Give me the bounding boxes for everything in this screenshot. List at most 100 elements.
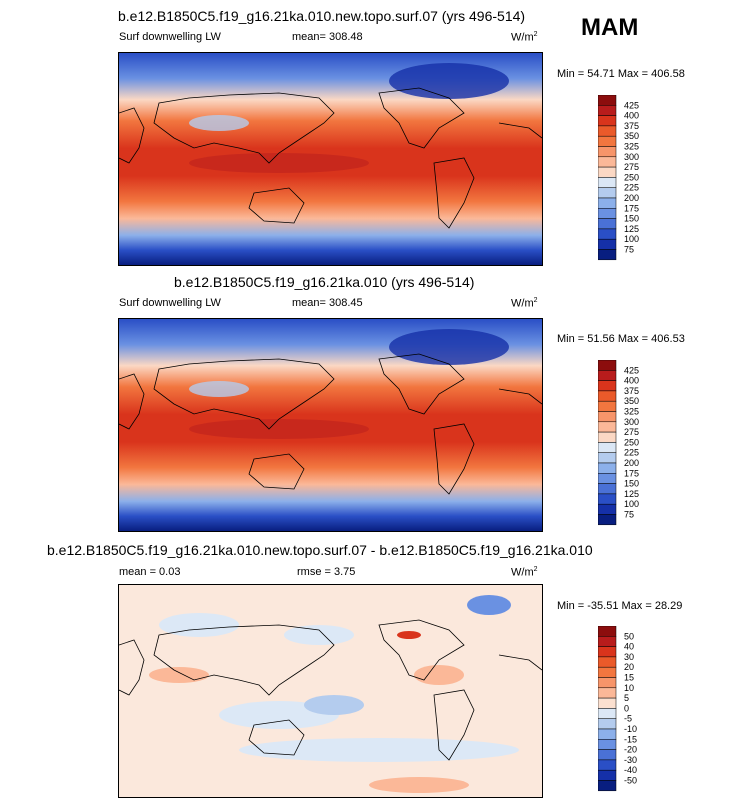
panel-3-patch-7 — [397, 631, 421, 639]
colorbar-box — [597, 769, 617, 781]
colorbar-tick-label: 50 — [624, 631, 634, 641]
colorbar-tick-label: 300 — [624, 152, 639, 162]
panel-2-warm-pool — [189, 419, 369, 439]
colorbar-box — [597, 625, 617, 637]
season-label: MAM — [581, 14, 639, 41]
colorbar-tick-label: -40 — [624, 765, 637, 775]
colorbar-box — [597, 411, 617, 423]
colorbar-box — [597, 483, 617, 495]
colorbar-tick-label: 20 — [624, 662, 634, 672]
panel-3-patch-10 — [369, 777, 469, 793]
colorbar-tick-label: 200 — [624, 193, 639, 203]
colorbar-tick-label: 200 — [624, 458, 639, 468]
panel-1-map-svg — [119, 53, 542, 265]
colorbar-tick-label: 400 — [624, 376, 639, 386]
panel-2-colorbar-svg: 4254003753503253002752502252001751501251… — [597, 359, 639, 526]
colorbar-tick-label: 0 — [624, 703, 629, 713]
colorbar-tick-label: -20 — [624, 745, 637, 755]
panel-3-units: W/m2 — [511, 566, 538, 579]
colorbar-box — [597, 166, 617, 178]
panel-2-mean: mean= 308.45 — [292, 297, 363, 309]
colorbar-tick-label: 325 — [624, 142, 639, 152]
colorbar-tick-label: 425 — [624, 100, 639, 110]
colorbar-box — [597, 359, 617, 371]
colorbar-tick-label: 100 — [624, 499, 639, 509]
panel-3-patch-9 — [149, 667, 209, 683]
colorbar-tick-label: 425 — [624, 365, 639, 375]
colorbar-box — [597, 380, 617, 392]
panel-2-tibet-low — [189, 381, 249, 397]
colorbar-tick-label: 125 — [624, 489, 639, 499]
panel-1-variable-label: Surf downwelling LW — [119, 31, 221, 43]
colorbar-tick-label: 40 — [624, 642, 634, 652]
colorbar-tick-label: 325 — [624, 407, 639, 417]
colorbar-box — [597, 249, 617, 261]
colorbar-box — [597, 370, 617, 381]
panel-2-minmax: Min = 51.56 Max = 406.53 — [557, 333, 685, 345]
colorbar-box — [597, 146, 617, 158]
colorbar-box — [597, 238, 617, 250]
panel-3-colorbar: 50 40 30 20 15 10 5 0 -5 -10 -15 -20 -30 -40 -50 — [597, 625, 648, 801]
colorbar-tick-label: -30 — [624, 755, 637, 765]
colorbar-box — [597, 452, 617, 464]
panel-2-units: W/m2 — [511, 297, 538, 310]
colorbar-box — [597, 687, 617, 699]
panel-3-map-svg — [119, 585, 542, 797]
panel-1-coastlines — [119, 87, 542, 229]
colorbar-tick-label: 350 — [624, 131, 639, 141]
colorbar-tick-label: 300 — [624, 417, 639, 427]
colorbar-box — [597, 431, 617, 443]
colorbar-box — [597, 728, 617, 740]
panel-2-title: b.e12.B1850C5.f19_g16.21ka.010 (yrs 496-… — [174, 274, 475, 290]
panel-1-tibet-low — [189, 115, 249, 131]
colorbar-tick-label: 10 — [624, 683, 634, 693]
panel-1-map — [118, 52, 543, 266]
colorbar-tick-label: 225 — [624, 183, 639, 193]
colorbar-tick-label: 150 — [624, 479, 639, 489]
panel-3-mean: mean = 0.03 — [119, 566, 181, 578]
colorbar-box — [597, 177, 617, 188]
panel-3-patch-1 — [159, 613, 239, 637]
panel-3-patch-4 — [239, 738, 519, 762]
colorbar-box — [597, 739, 617, 750]
colorbar-box — [597, 156, 617, 168]
colorbar-tick-label: -15 — [624, 734, 637, 744]
colorbar-box — [597, 218, 617, 230]
colorbar-tick-label: 125 — [624, 224, 639, 234]
colorbar-tick-label: 400 — [624, 111, 639, 121]
panel-2-map-svg — [119, 319, 542, 531]
colorbar-tick-label: 375 — [624, 121, 639, 131]
colorbar-tick-label: 100 — [624, 234, 639, 244]
colorbar-box — [597, 473, 617, 484]
colorbar-tick-label: 150 — [624, 214, 639, 224]
colorbar-box — [597, 646, 617, 658]
panel-3-patch-5 — [304, 695, 364, 715]
colorbar-box — [597, 666, 617, 678]
colorbar-tick-label: 5 — [624, 693, 629, 703]
colorbar-box — [597, 135, 617, 147]
colorbar-tick-label: 75 — [624, 510, 634, 520]
panel-2-map — [118, 318, 543, 532]
panel-3-rmse: rmse = 3.75 — [297, 566, 356, 578]
colorbar-tick-label: 15 — [624, 673, 634, 683]
colorbar-box — [597, 208, 617, 219]
panel-3-coastlines — [119, 619, 542, 761]
colorbar-box — [597, 493, 617, 505]
colorbar-tick-label: 275 — [624, 427, 639, 437]
colorbar-box — [597, 94, 617, 106]
colorbar-tick-label: 250 — [624, 437, 639, 447]
colorbar-box — [597, 462, 617, 474]
colorbar-box — [597, 115, 617, 127]
panel-1-warm-pool — [189, 153, 369, 173]
panel-3-minmax: Min = -35.51 Max = 28.29 — [557, 600, 683, 612]
colorbar-tick-label: 175 — [624, 203, 639, 213]
panel-1-units: W/m2 — [511, 31, 538, 44]
panel-1-title: b.e12.B1850C5.f19_g16.21ka.010.new.topo.… — [118, 8, 526, 24]
colorbar-box — [597, 759, 617, 771]
colorbar-box — [597, 421, 617, 433]
colorbar-box — [597, 636, 617, 647]
colorbar-box — [597, 718, 617, 730]
colorbar-box — [597, 105, 617, 116]
colorbar-tick-label: 175 — [624, 468, 639, 478]
